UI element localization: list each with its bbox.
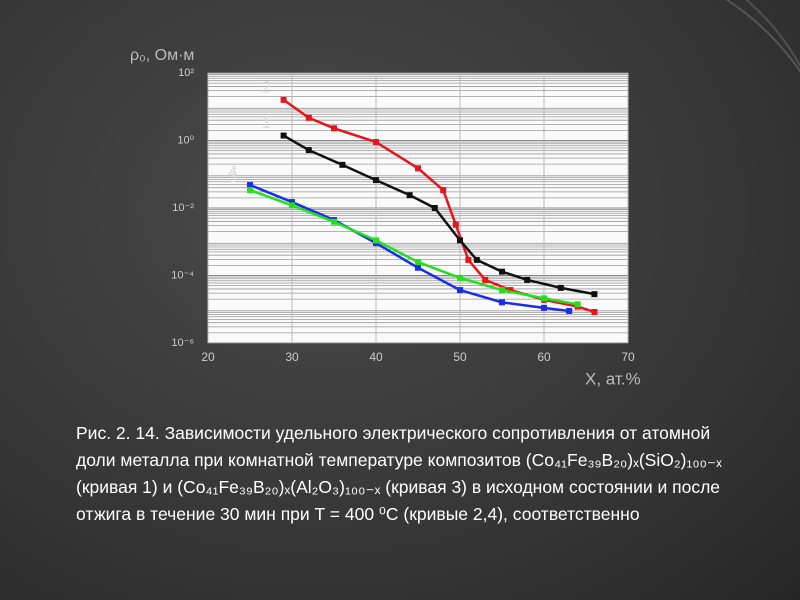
data-point [289,199,295,206]
x-tick-label: 50 [453,350,467,364]
data-point [289,202,295,209]
data-point [373,177,379,184]
series-line [282,134,595,296]
data-point [431,205,438,211]
data-point [499,268,505,275]
y-tick-label: 10⁻⁶ [171,337,194,349]
data-point [499,299,505,306]
chart: ρ₀, Ом·м X, ат.% 10² 10⁰ 10⁻² 10⁻⁴ 10⁻⁶ 20 30 4… [130,0,800,388]
decor-arc [725,0,800,74]
x-tick-label: 40 [369,350,383,364]
data-point [499,287,505,294]
data-point [591,308,598,315]
data-point [373,139,379,146]
data-point [473,256,480,263]
data-point [305,114,312,121]
data-point [280,132,287,139]
data-point [305,147,312,154]
x-tick-label: 70 [621,350,635,364]
data-point [465,256,472,263]
series-label: 4 [228,162,237,181]
y-tick-label: 10² [178,67,194,79]
y-tick-label: 10⁻⁴ [171,269,194,281]
data-point [541,295,547,302]
data-point [415,165,421,172]
series-label: 1 [262,113,271,132]
data-point [331,125,337,132]
series-label: 2 [262,77,271,96]
y-tick-label: 10⁰ [177,134,194,146]
data-point [415,259,421,266]
data-point [452,221,459,228]
data-point [339,161,346,168]
data-point [482,276,489,283]
data-point [557,284,564,291]
caption: Рис. 2. 14. Зависимости удельного электр… [76,423,722,524]
y-axis-label: ρ₀, Ом·м [130,47,194,64]
x-tick-label: 30 [285,350,299,364]
x-tick-label: 20 [201,350,215,364]
data-point [280,96,287,103]
data-point [457,237,463,244]
data-point [591,291,598,298]
data-point [415,264,421,271]
data-point [566,307,573,314]
data-point [574,301,581,308]
data-point [457,287,463,294]
x-tick-label: 60 [537,350,551,364]
y-tick-label: 10⁻² [172,202,194,214]
data-point [524,276,531,283]
series-label: 3 [228,168,237,187]
decor-arc [745,0,800,68]
data-point [541,304,547,311]
x-axis-label: X, ат.% [585,369,641,388]
data-point [331,218,337,225]
data-point [247,187,253,194]
data-point [507,287,514,294]
data-point [406,192,413,199]
data-point [373,237,379,244]
data-point [457,274,463,281]
data-point [440,187,447,194]
data-point [247,182,253,189]
